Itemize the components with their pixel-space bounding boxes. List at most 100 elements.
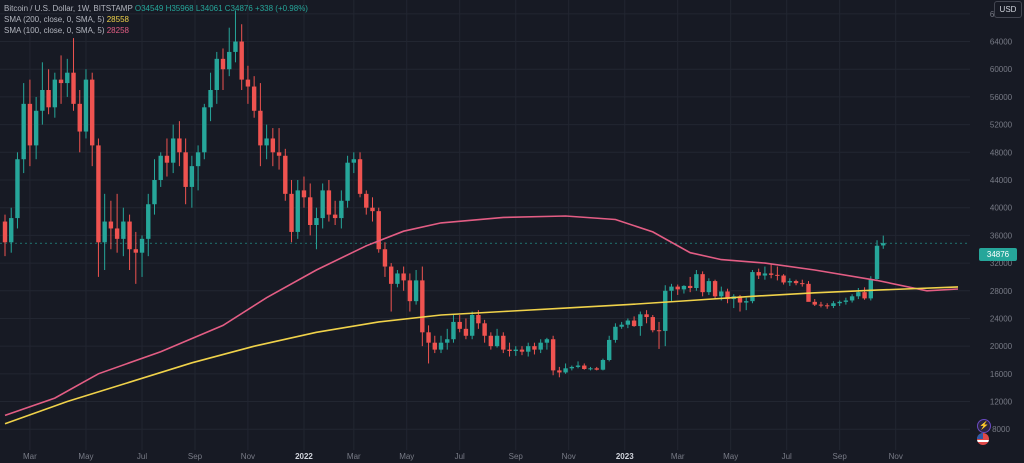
candle-body — [401, 273, 406, 281]
candle-body — [638, 314, 643, 327]
y-tick-label: 24000 — [990, 314, 1013, 323]
x-tick-label: Mar — [347, 452, 361, 461]
candle-body — [812, 301, 817, 305]
candle-body — [874, 245, 880, 279]
candle-body — [308, 197, 313, 225]
candle-body — [650, 317, 655, 331]
candle-body — [725, 291, 730, 300]
candle-body — [494, 335, 500, 347]
candle-body — [189, 166, 195, 187]
candle-body — [40, 90, 45, 111]
y-tick-label: 12000 — [990, 398, 1013, 407]
candle-body — [395, 273, 400, 284]
candle-body — [669, 286, 674, 291]
candle-body — [457, 321, 462, 329]
candle-body — [463, 328, 469, 336]
x-tick-label: Sep — [509, 452, 524, 461]
candle-body — [426, 332, 431, 343]
candle-body — [139, 238, 145, 253]
candle-body — [793, 281, 799, 284]
ohlc-low: L34061 — [195, 4, 223, 13]
y-tick-label: 16000 — [990, 370, 1013, 379]
candle-body — [220, 58, 226, 70]
candle-body — [675, 286, 680, 290]
candle-body — [569, 366, 575, 369]
candle-body — [289, 193, 294, 232]
candle-body — [376, 211, 381, 250]
candle-body — [824, 305, 830, 307]
us-flag-icon[interactable] — [977, 433, 989, 445]
last-price-label: 34876 — [979, 248, 1017, 261]
x-tick-label: May — [723, 452, 738, 461]
candle-body — [526, 346, 531, 352]
candle-body — [631, 320, 637, 327]
candle-body — [52, 79, 58, 108]
candle-body — [382, 249, 388, 267]
candle-body — [407, 280, 413, 302]
ohlc-high: H35968 — [165, 4, 194, 13]
ohlc-close: C34876 — [224, 4, 253, 13]
x-tick-label: May — [78, 452, 93, 461]
candle-body — [202, 107, 207, 153]
candle-body — [613, 326, 618, 340]
candle-body — [532, 346, 537, 350]
y-tick-label: 8000 — [992, 425, 1010, 434]
candle-body — [881, 243, 886, 246]
candle-body — [245, 79, 251, 87]
candle-body — [121, 221, 126, 239]
candle-body — [233, 41, 238, 52]
candle-body — [420, 280, 425, 333]
candle-body — [413, 280, 419, 302]
candle-body — [351, 159, 357, 163]
candle-body — [170, 138, 176, 163]
candle-body — [712, 281, 718, 297]
currency-button[interactable]: USD — [994, 1, 1022, 18]
x-tick-label: 2023 — [616, 452, 634, 461]
candle-body — [9, 218, 14, 243]
lightning-icon[interactable]: ⚡ — [977, 419, 991, 433]
ohlc-open: O34549 — [134, 4, 164, 13]
candle-body — [146, 204, 151, 239]
x-tick-label: Jul — [782, 452, 792, 461]
candle-body — [756, 272, 761, 276]
candle-body — [519, 349, 525, 352]
candle-body — [314, 218, 319, 225]
candle-body — [451, 321, 456, 340]
candle-body — [719, 291, 724, 297]
candle-body — [214, 58, 219, 90]
y-tick-label: 64000 — [990, 38, 1013, 47]
legend-sma100-row[interactable]: SMA (100, close, 0, SMA, 5) 28258 — [4, 25, 308, 36]
candle-body — [46, 90, 51, 108]
candle-body — [58, 79, 64, 84]
candle-body — [152, 180, 157, 205]
candle-body — [364, 193, 369, 208]
candle-body — [644, 314, 649, 318]
candle-body — [326, 190, 332, 215]
candle-body — [501, 335, 506, 350]
candle-body — [320, 190, 325, 219]
candle-body — [432, 342, 437, 350]
candle-body — [706, 281, 712, 293]
candle-body — [357, 159, 363, 194]
legend-sma200-row[interactable]: SMA (200, close, 0, SMA, 5) 28558 — [4, 14, 308, 25]
candle-body — [21, 103, 26, 160]
candle-body — [606, 339, 612, 360]
candle-body — [800, 283, 805, 285]
candle-body — [868, 279, 873, 299]
candle-body — [15, 159, 20, 219]
ohlc-change: +338 (+0.98%) — [255, 4, 308, 13]
chart-legend: Bitcoin / U.S. Dollar, 1W, BITSTAMP O345… — [4, 3, 308, 36]
candles — [2, 10, 886, 378]
x-tick-label: Nov — [562, 452, 576, 461]
x-tick-label: Sep — [833, 452, 848, 461]
sma200-label: SMA (200, close, 0, SMA, 5) — [4, 15, 105, 24]
x-tick-label: Mar — [23, 452, 37, 461]
candle-body — [656, 330, 662, 332]
candle-body — [332, 214, 338, 219]
candle-body — [538, 342, 543, 350]
candle-body — [108, 221, 114, 229]
candle-body — [768, 273, 774, 275]
candle-body — [239, 41, 244, 80]
candle-body — [557, 370, 562, 373]
